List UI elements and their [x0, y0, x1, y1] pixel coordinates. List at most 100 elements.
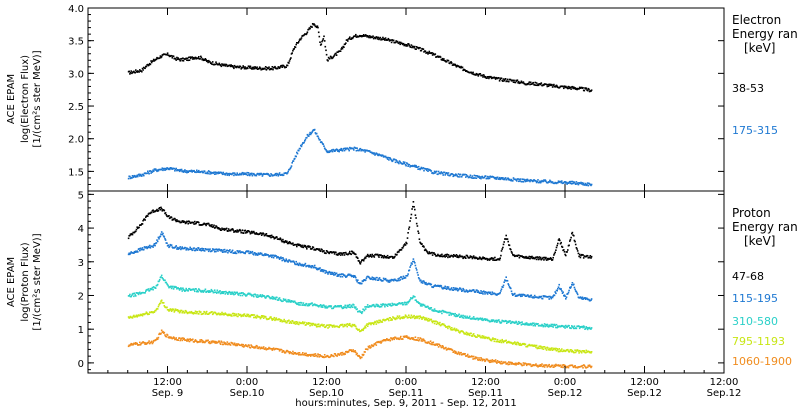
proton-point [537, 258, 540, 261]
proton-point [458, 256, 460, 258]
proton-point [330, 271, 333, 274]
proton-point [258, 253, 261, 255]
proton-point [302, 302, 305, 304]
proton-point [317, 353, 319, 355]
electron-point [314, 132, 317, 134]
proton-point [251, 345, 253, 347]
electron-point [187, 59, 189, 62]
proton-point [307, 304, 309, 307]
proton-point [341, 323, 344, 326]
proton-point [343, 306, 346, 309]
proton-point [160, 276, 162, 278]
proton-point [172, 336, 175, 338]
proton-point [354, 350, 356, 352]
electron-point [549, 180, 552, 183]
electron-point [326, 151, 329, 154]
proton-point [200, 341, 202, 343]
proton-point [372, 255, 375, 257]
proton-point [222, 343, 225, 346]
electron-point [425, 168, 427, 170]
proton-point [399, 337, 401, 339]
proton-point [514, 343, 517, 346]
electron-point [157, 170, 160, 172]
electron-point [198, 169, 200, 172]
proton-point [264, 253, 266, 255]
electron-point [563, 182, 565, 184]
electron-point [308, 28, 310, 31]
proton-point [488, 259, 491, 261]
proton-point [338, 253, 340, 255]
electron-point [203, 170, 206, 173]
electron-point [398, 162, 400, 165]
electron-point [253, 172, 255, 175]
electron-point [268, 174, 270, 176]
electron-point [481, 74, 484, 77]
electron-point [387, 37, 390, 40]
electron-point [513, 79, 515, 82]
proton-point [554, 348, 556, 351]
proton-point [172, 218, 175, 221]
proton-point [295, 244, 297, 246]
proton-point [200, 249, 203, 252]
proton-point [525, 295, 528, 297]
proton-point [564, 364, 566, 367]
proton-point [434, 253, 437, 256]
proton-point [229, 291, 231, 294]
proton-point [447, 348, 449, 351]
proton-point [561, 364, 564, 366]
proton-point [326, 307, 329, 309]
proton-point [573, 286, 576, 289]
electron-point [365, 34, 368, 37]
proton-point [547, 295, 550, 298]
proton-point [476, 257, 478, 259]
proton-point [449, 288, 452, 291]
electron-point [136, 174, 138, 177]
proton-point [233, 312, 236, 315]
electron-point [395, 159, 397, 161]
electron-point [130, 70, 132, 72]
proton-point [483, 291, 486, 293]
proton-point [160, 231, 163, 233]
proton-point [545, 347, 547, 349]
proton-point [566, 326, 568, 329]
proton-point [307, 245, 309, 247]
proton-point [447, 311, 450, 314]
electron-point [348, 149, 350, 152]
electron-point [281, 66, 283, 68]
proton-point [334, 305, 337, 307]
proton-point [132, 292, 134, 295]
electron-point [390, 158, 392, 161]
electron-point [384, 39, 386, 41]
electron-point [288, 168, 291, 171]
proton-point [450, 329, 452, 331]
electron-point [207, 172, 209, 175]
electron-point [355, 147, 357, 149]
proton-point [574, 288, 576, 291]
proton-point [328, 326, 331, 328]
proton-point [431, 342, 433, 344]
proton-point [490, 360, 493, 362]
proton-point [309, 353, 311, 356]
proton-point [553, 254, 555, 256]
electron-point [483, 75, 486, 77]
electron-point [362, 35, 364, 37]
proton-point [218, 248, 221, 251]
proton-point [283, 259, 285, 262]
proton-point [339, 275, 342, 278]
proton-point [223, 248, 226, 251]
proton-point [250, 293, 252, 296]
proton-point [251, 230, 253, 233]
electron-point [519, 180, 521, 182]
proton-point [148, 244, 151, 247]
electron-point [409, 166, 411, 168]
electron-point [315, 132, 318, 135]
proton-point [166, 334, 169, 336]
electron-point [406, 45, 409, 47]
proton-point [435, 320, 437, 322]
proton-point [185, 310, 187, 313]
electron-point [247, 172, 250, 174]
electron-point [251, 68, 253, 70]
proton-point [138, 248, 140, 250]
proton-point [333, 355, 335, 358]
proton-point [141, 313, 143, 316]
